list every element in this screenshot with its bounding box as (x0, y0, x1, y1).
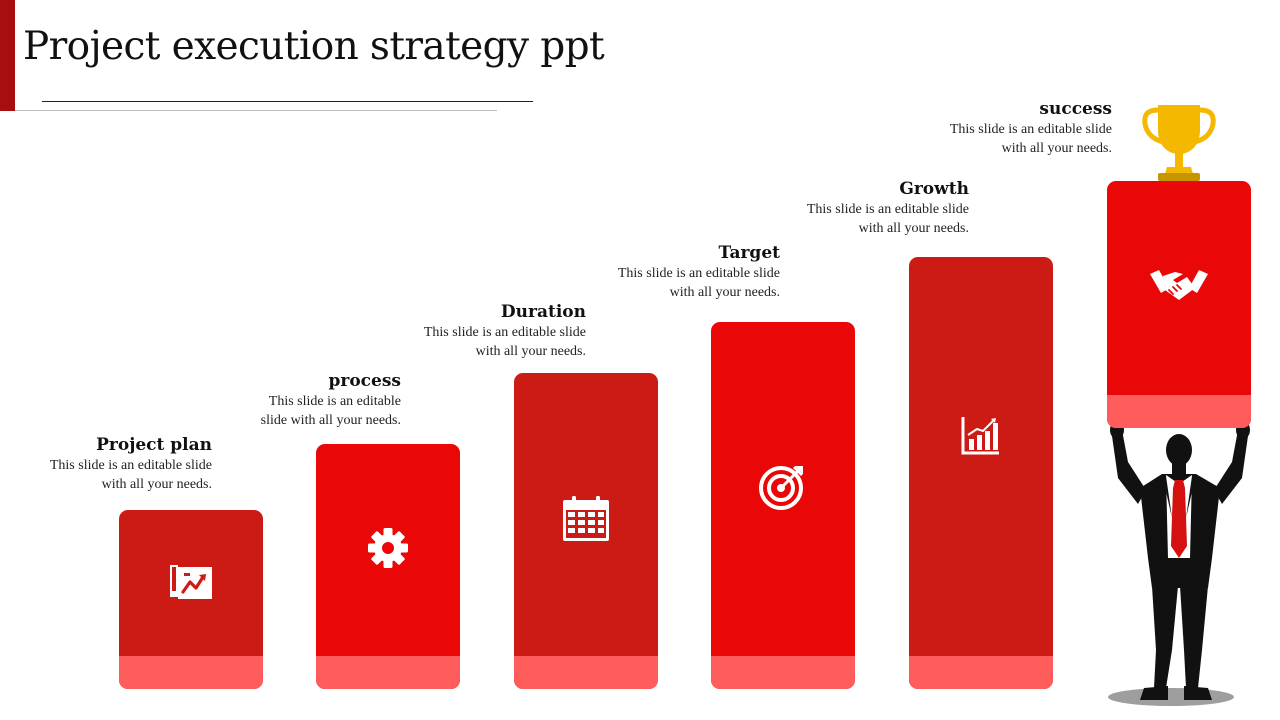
target-icon (759, 462, 807, 514)
step-label-success: success This slide is an editable slide … (912, 98, 1112, 158)
step-bar-duration (514, 373, 658, 689)
handshake-icon (1149, 266, 1209, 306)
step-bar-process (316, 444, 460, 689)
businessman-silhouette (1100, 418, 1260, 708)
trophy-icon (1142, 100, 1216, 182)
step-bar-success (1107, 181, 1251, 428)
step-label-project-plan: Project plan This slide is an editable s… (12, 434, 212, 494)
bar-base (909, 656, 1053, 689)
gear-icon (366, 526, 410, 574)
step-bar-target (711, 322, 855, 689)
title-underline (42, 101, 533, 102)
step-text: This slide is an editable slide with all… (49, 458, 212, 492)
step-label-growth: Growth This slide is an editable slide w… (769, 178, 969, 238)
step-title: Project plan (96, 435, 212, 455)
step-text: This slide is an editable slide with all… (806, 202, 969, 236)
step-label-duration: Duration This slide is an editable slide… (386, 301, 586, 361)
accent-bar (0, 0, 15, 111)
step-title: Growth (899, 179, 969, 199)
step-title: process (328, 371, 402, 391)
bar-base (711, 656, 855, 689)
step-bar-project-plan (119, 510, 263, 689)
calendar-icon (562, 496, 610, 546)
step-text: This slide is an editable slide with all… (617, 266, 780, 300)
step-text: This slide is an editable slide with all… (949, 122, 1112, 156)
step-title: Target (718, 243, 780, 263)
bar-base (316, 656, 460, 689)
step-text: This slide is an editable slide with all… (260, 394, 401, 428)
growth-chart-icon (961, 415, 1001, 459)
bar-base (1107, 395, 1251, 428)
bar-base (514, 656, 658, 689)
slide-title: Project execution strategy ppt (23, 24, 605, 69)
bar-base (119, 656, 263, 689)
step-label-process: process This slide is an editable slide … (225, 370, 401, 430)
step-title: Duration (500, 302, 586, 322)
step-bar-growth (909, 257, 1053, 689)
step-label-target: Target This slide is an editable slide w… (580, 242, 780, 302)
step-text: This slide is an editable slide with all… (423, 325, 586, 359)
step-title: success (1039, 99, 1112, 119)
title-divider (15, 110, 497, 111)
project-plan-icon (168, 561, 214, 605)
